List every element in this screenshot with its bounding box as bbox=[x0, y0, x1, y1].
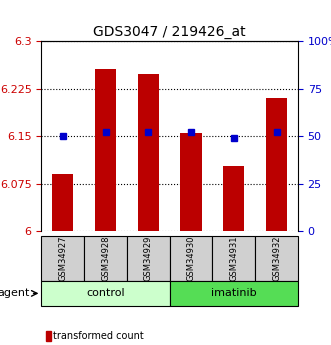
Bar bbox=[223, 166, 245, 231]
Text: GSM34930: GSM34930 bbox=[186, 236, 196, 281]
Bar bbox=[169, 236, 213, 281]
Text: GSM34931: GSM34931 bbox=[229, 236, 238, 281]
Bar bbox=[255, 236, 298, 281]
Text: GSM34928: GSM34928 bbox=[101, 236, 110, 281]
Bar bbox=[41, 281, 170, 306]
Text: control: control bbox=[86, 288, 125, 298]
Text: GSM34929: GSM34929 bbox=[144, 236, 153, 281]
Bar bbox=[84, 236, 127, 281]
Bar bbox=[169, 281, 298, 306]
Text: imatinib: imatinib bbox=[211, 288, 257, 298]
Bar bbox=[180, 133, 202, 231]
Bar bbox=[52, 174, 73, 231]
Bar bbox=[213, 236, 255, 281]
Bar bbox=[127, 236, 170, 281]
Text: transformed count: transformed count bbox=[53, 331, 144, 341]
Bar bbox=[46, 331, 51, 341]
Bar bbox=[41, 236, 84, 281]
Title: GDS3047 / 219426_at: GDS3047 / 219426_at bbox=[93, 25, 246, 39]
Bar bbox=[266, 98, 287, 231]
Bar bbox=[95, 69, 116, 231]
Text: GSM34927: GSM34927 bbox=[58, 236, 67, 281]
Text: agent: agent bbox=[0, 288, 29, 298]
Bar bbox=[138, 74, 159, 231]
Text: GSM34932: GSM34932 bbox=[272, 236, 281, 281]
